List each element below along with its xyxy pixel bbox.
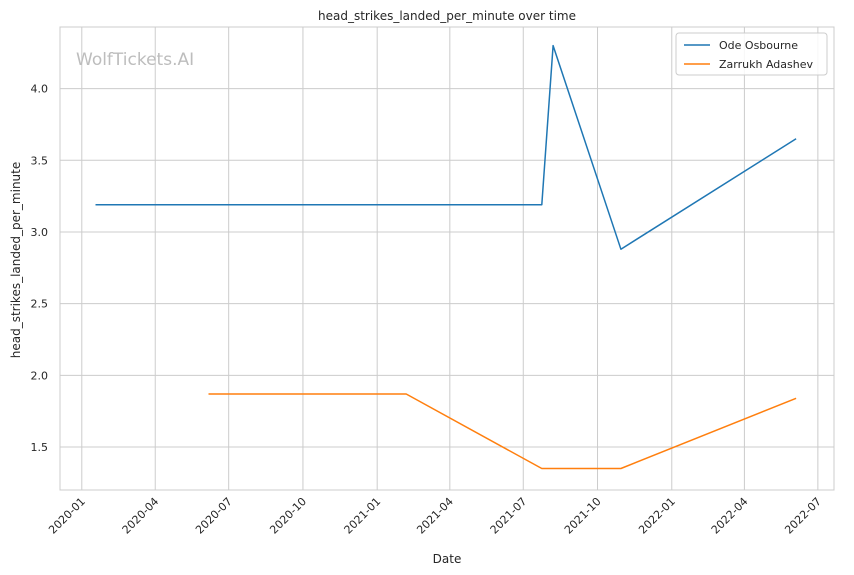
x-tick-label: 2022-07	[782, 495, 824, 537]
x-gridlines	[81, 27, 819, 490]
x-tick-label: 2021-10	[562, 495, 604, 537]
y-tick-labels: 1.5 2.0 2.5 3.0 3.5 4.0	[31, 83, 49, 454]
y-tick-label: 4.0	[31, 83, 49, 96]
plot-area	[59, 26, 835, 491]
y-axis-label: head_strikes_landed_per_minute	[9, 162, 23, 359]
x-tick-label: 2020-10	[267, 495, 309, 537]
x-tick-label: 2021-01	[342, 495, 384, 537]
x-tick-label: 2021-07	[488, 495, 530, 537]
x-tick-label: 2020-04	[120, 495, 162, 537]
y-tick-label: 2.0	[31, 369, 49, 382]
series-line-ode-osbourne	[95, 44, 797, 250]
y-tick-label: 3.5	[31, 154, 49, 167]
y-tick-label: 1.5	[31, 441, 49, 454]
series-layer	[95, 44, 797, 470]
watermark: WolfTickets.AI	[76, 50, 194, 70]
y-gridlines	[60, 88, 834, 448]
x-tick-label: 2021-04	[414, 495, 456, 537]
legend: Ode Osbourne Zarrukh Adashev	[675, 32, 828, 76]
y-tick-label: 2.5	[31, 298, 49, 311]
x-tick-label: 2022-04	[709, 495, 751, 537]
legend-box	[675, 32, 828, 76]
y-tick-label: 3.0	[31, 226, 49, 239]
x-tick-label: 2020-07	[193, 495, 235, 537]
series-line-zarrukh-adashev	[208, 393, 797, 470]
x-tick-label: 2022-01	[636, 495, 678, 537]
chart-title: head_strikes_landed_per_minute over time	[318, 9, 576, 23]
x-tick-labels: 2020-01 2020-04 2020-07 2020-10 2021-01 2021-…	[46, 495, 824, 537]
legend-label-zarrukh-adashev: Zarrukh Adashev	[719, 58, 813, 71]
legend-label-ode-osbourne: Ode Osbourne	[719, 39, 798, 52]
x-axis-label: Date	[433, 552, 462, 566]
x-tick-label: 2020-01	[46, 495, 88, 537]
